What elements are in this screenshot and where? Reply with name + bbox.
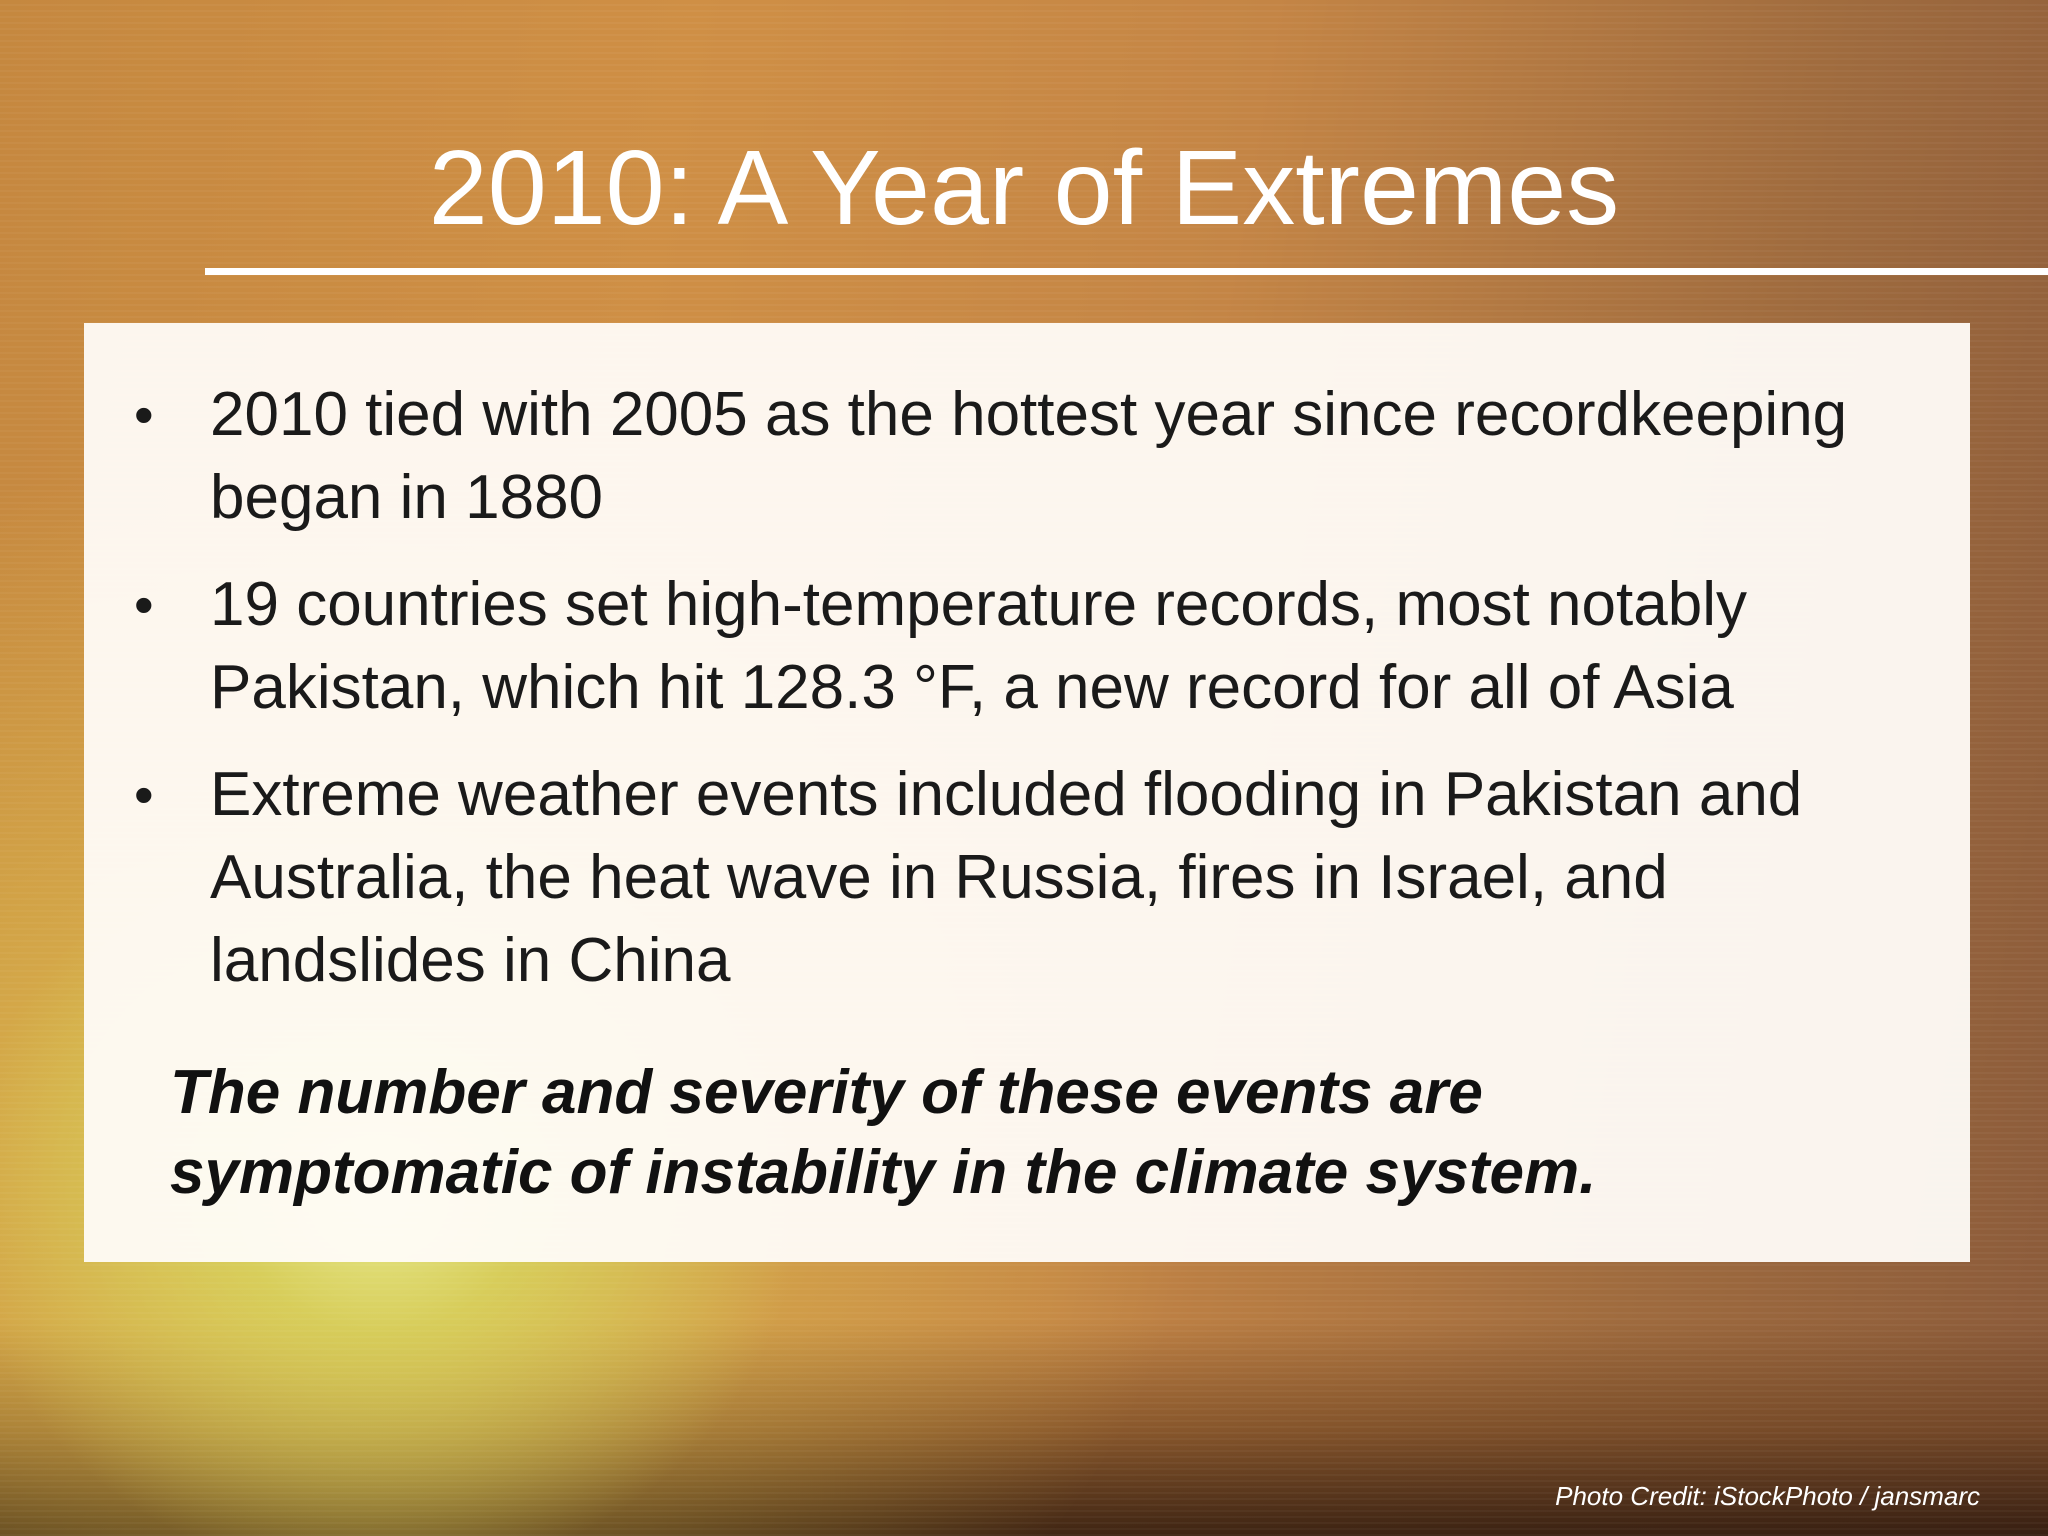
bullet-text: 19 countries set high-temperature record… bbox=[210, 570, 1747, 722]
bullet-item: • 19 countries set high-temperature reco… bbox=[84, 563, 1970, 729]
bullet-text: 2010 tied with 2005 as the hottest year … bbox=[210, 380, 1848, 532]
bullet-marker: • bbox=[134, 573, 154, 636]
bullet-marker: • bbox=[134, 383, 154, 446]
bullet-item: • Extreme weather events included floodi… bbox=[84, 753, 1970, 1002]
content-panel: • 2010 tied with 2005 as the hottest yea… bbox=[84, 323, 1970, 1262]
bullet-marker: • bbox=[134, 763, 154, 826]
title-underline bbox=[205, 268, 2048, 275]
conclusion-statement: The number and severity of these events … bbox=[170, 1058, 1597, 1207]
bullet-item: • 2010 tied with 2005 as the hottest yea… bbox=[84, 373, 1970, 539]
slide-title: 2010: A Year of Extremes bbox=[428, 129, 1620, 247]
photo-credit: Photo Credit: iStockPhoto / jansmarc bbox=[1555, 1481, 1980, 1511]
bullet-list: • 2010 tied with 2005 as the hottest yea… bbox=[84, 373, 1970, 1026]
bullet-text: Extreme weather events included flooding… bbox=[210, 760, 1803, 995]
